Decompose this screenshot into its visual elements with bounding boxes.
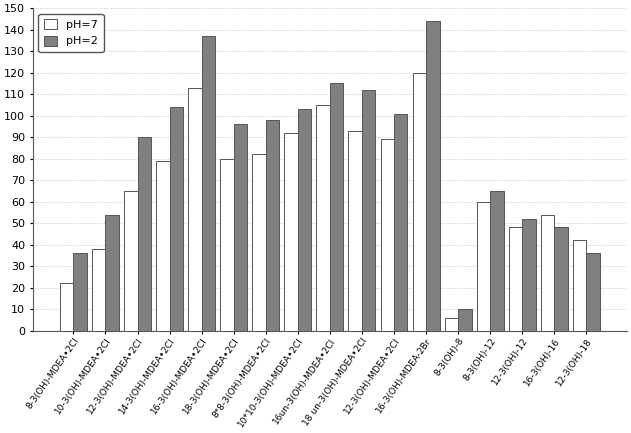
Bar bbox=[233, 124, 247, 331]
Bar bbox=[554, 227, 568, 331]
Bar bbox=[220, 158, 233, 331]
Bar bbox=[156, 161, 170, 331]
Bar bbox=[298, 109, 311, 331]
Bar bbox=[124, 191, 138, 331]
Legend: pH=7, pH=2: pH=7, pH=2 bbox=[38, 14, 103, 52]
Bar bbox=[394, 113, 408, 331]
Bar bbox=[202, 36, 215, 331]
Bar bbox=[458, 309, 471, 331]
Bar bbox=[586, 253, 600, 331]
Bar bbox=[522, 219, 536, 331]
Bar bbox=[413, 73, 426, 331]
Bar bbox=[348, 131, 362, 331]
Bar bbox=[316, 105, 330, 331]
Bar bbox=[380, 139, 394, 331]
Bar bbox=[188, 88, 202, 331]
Bar bbox=[477, 202, 490, 331]
Bar bbox=[573, 240, 586, 331]
Bar bbox=[362, 90, 375, 331]
Bar bbox=[252, 155, 266, 331]
Bar bbox=[445, 318, 458, 331]
Bar bbox=[105, 215, 119, 331]
Bar bbox=[170, 107, 183, 331]
Bar bbox=[285, 133, 298, 331]
Bar bbox=[73, 253, 87, 331]
Bar bbox=[92, 249, 105, 331]
Bar bbox=[426, 21, 440, 331]
Bar bbox=[60, 283, 73, 331]
Bar bbox=[330, 84, 343, 331]
Bar bbox=[138, 137, 151, 331]
Bar bbox=[541, 215, 554, 331]
Bar bbox=[266, 120, 280, 331]
Bar bbox=[490, 191, 504, 331]
Bar bbox=[509, 227, 522, 331]
